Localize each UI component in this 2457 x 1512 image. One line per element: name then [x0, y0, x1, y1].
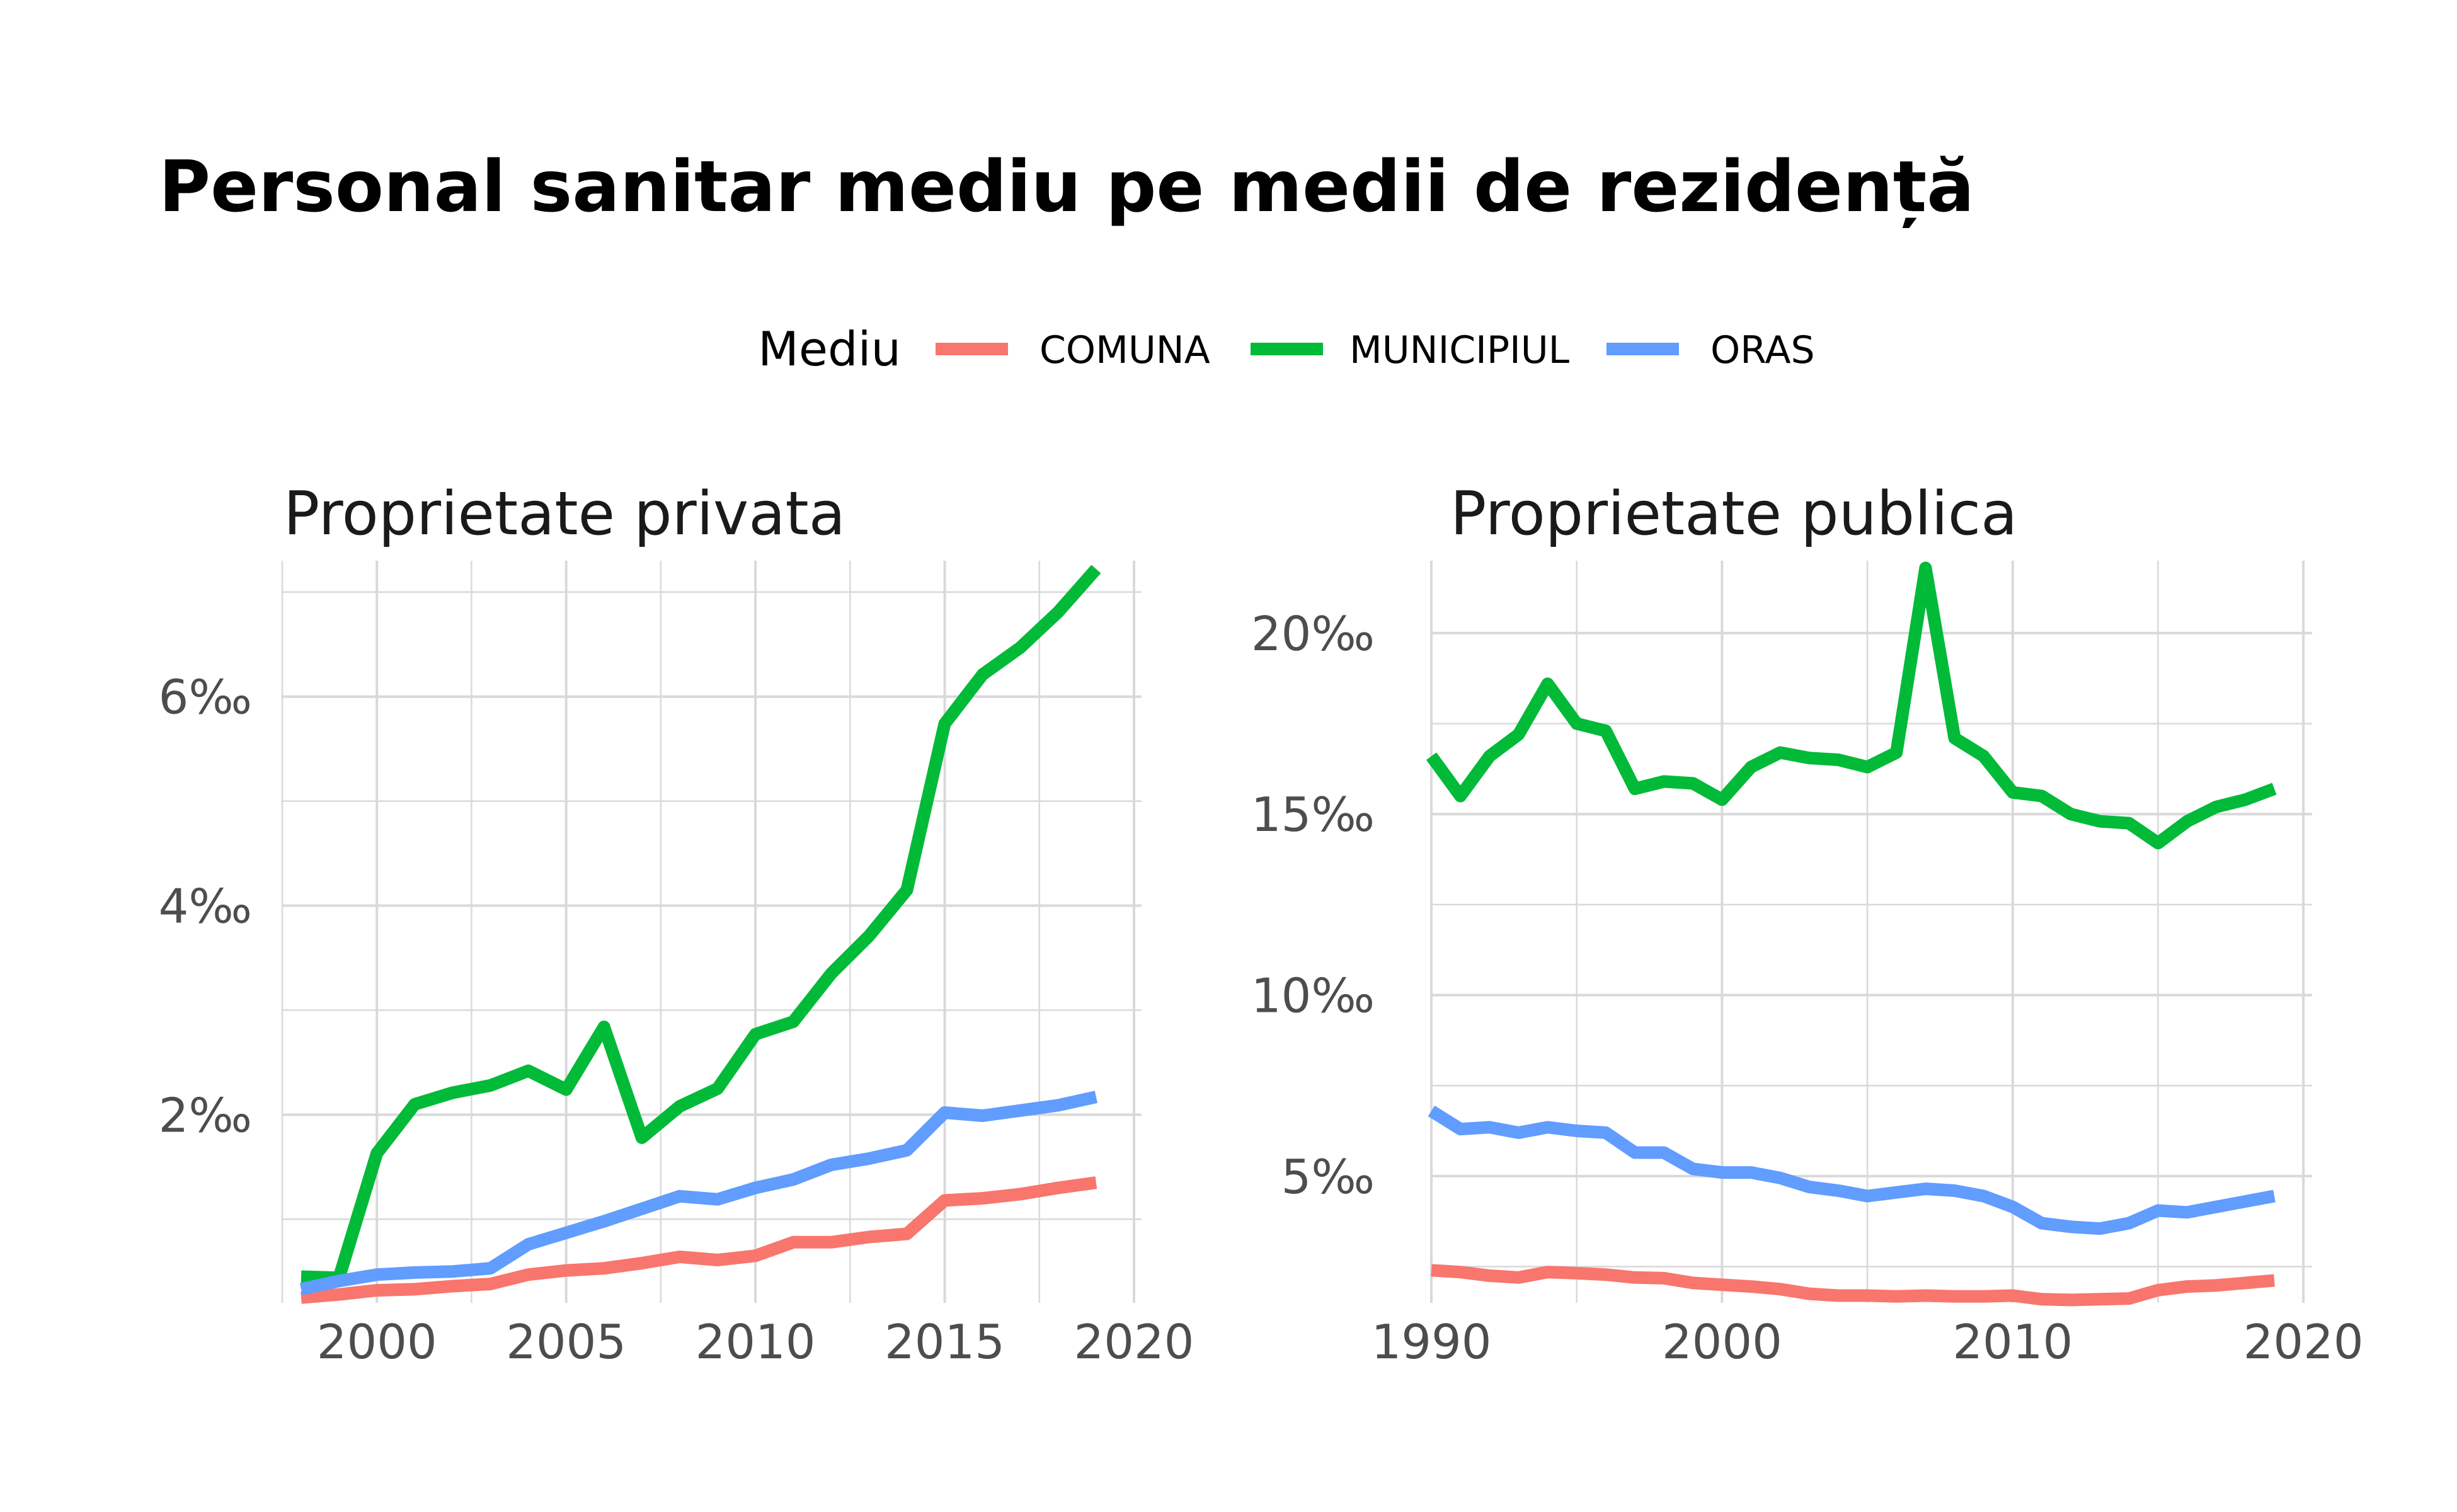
series-line-oras [299, 1091, 1098, 1296]
chart-title: Personal sanitar mediu pe medii de rezid… [159, 146, 1974, 228]
legend-title: Mediu [758, 321, 901, 377]
series-line-comuna [1431, 1264, 2275, 1307]
series-line-municipiul [301, 564, 1101, 1285]
y-tick-label: 2‰ [159, 1087, 252, 1143]
x-tick-label: 1990 [1372, 1314, 1492, 1370]
x-tick-label: 2010 [696, 1314, 816, 1370]
y-tick-label: 20‰ [1251, 606, 1375, 662]
series-line-comuna [301, 1176, 1097, 1304]
x-tick-label: 2020 [2243, 1314, 2364, 1370]
y-tick-label: 4‰ [159, 879, 252, 934]
y-tick-label: 5‰ [1281, 1149, 1375, 1205]
y-tick-label: 6‰ [159, 670, 252, 725]
chart-panel-2: 1990 2000 2010 2020 5‰ 10‰ 15‰ 20‰ Proprietate p… [1251, 479, 2364, 1370]
y-tick-label: 10‰ [1251, 968, 1375, 1024]
x-tick-label: 2005 [506, 1314, 626, 1370]
x-tick-label: 2020 [1074, 1314, 1194, 1370]
x-tick-label: 2000 [317, 1314, 437, 1370]
series-line-municipiul [1426, 561, 2277, 850]
x-tick-label: 2015 [885, 1314, 1005, 1370]
y-tick-label: 15‰ [1251, 787, 1375, 842]
series-line-oras [1428, 1105, 2276, 1235]
panel-title: Proprietate privata [284, 479, 845, 549]
panel-title: Proprietate publica [1450, 479, 2017, 549]
legend: Mediu COMUNA MUNICIPIUL ORAS [758, 321, 1814, 377]
legend-label-municipiul: MUNICIPIUL [1349, 328, 1570, 372]
legend-label-comuna: COMUNA [1040, 328, 1210, 372]
legend-label-oras: ORAS [1710, 328, 1815, 372]
x-tick-label: 2010 [1952, 1314, 2073, 1370]
x-tick-label: 2000 [1662, 1314, 1782, 1370]
chart-panel-1: 2000 2005 2010 2015 2020 2‰ 4‰ 6‰ Proprietate pr… [159, 479, 1194, 1370]
